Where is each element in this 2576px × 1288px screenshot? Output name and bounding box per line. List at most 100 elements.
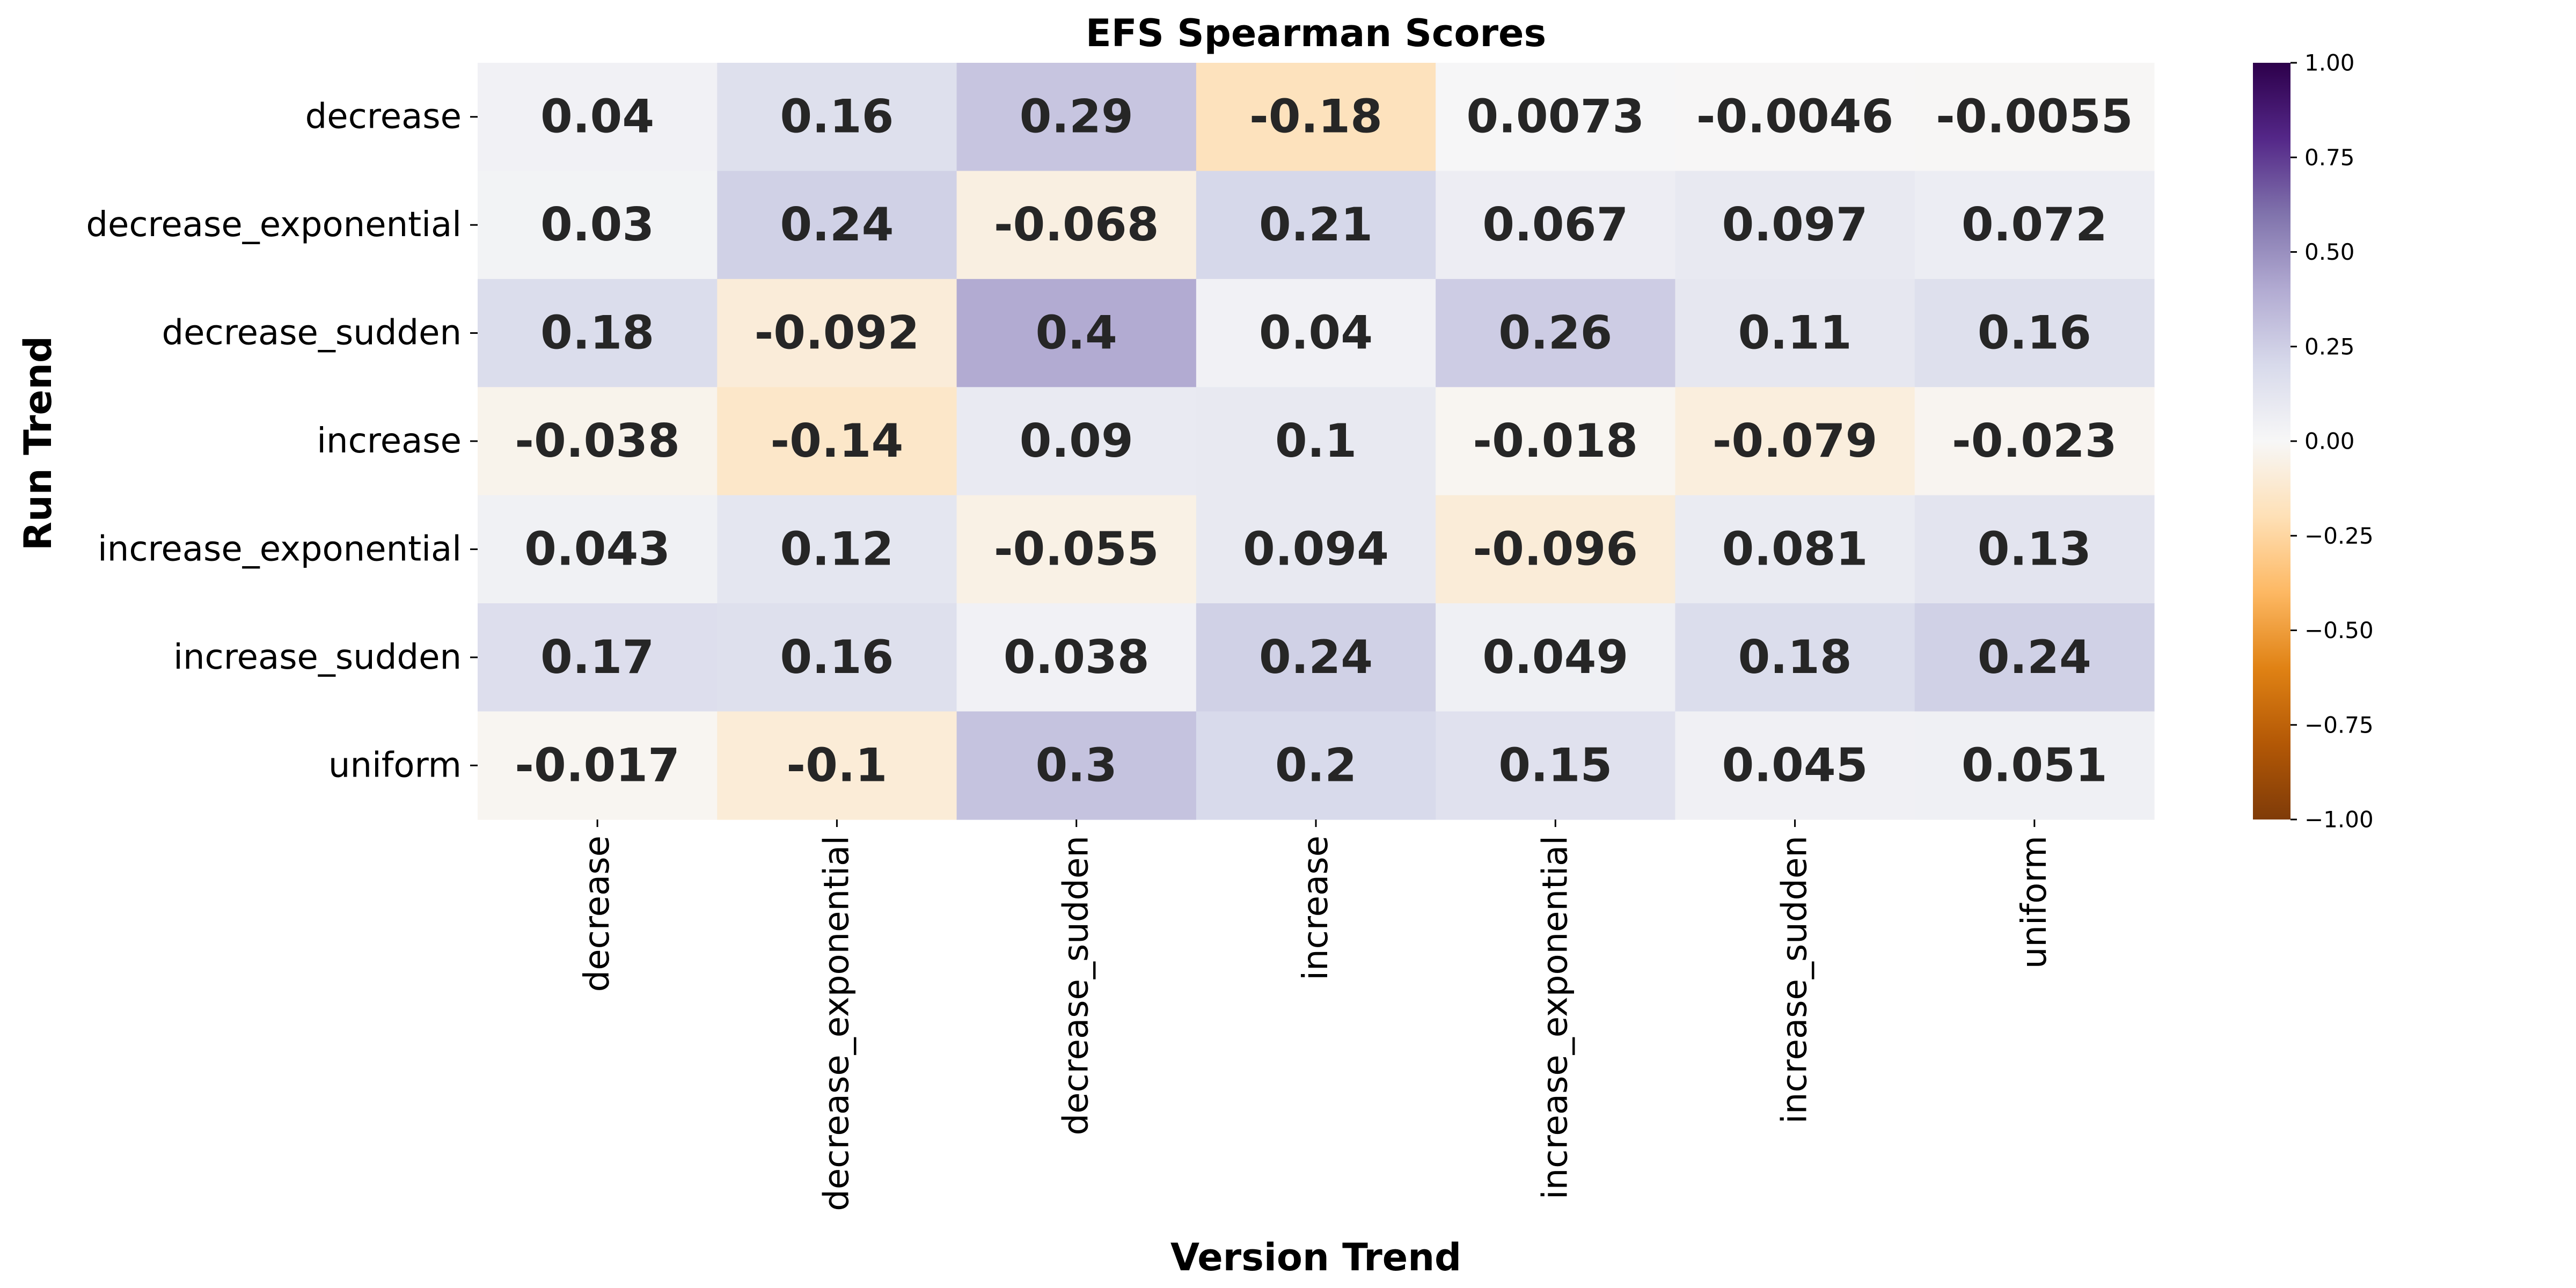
cell-value-label: 0.072 <box>1962 198 2107 252</box>
cell-value-label: 0.03 <box>540 198 654 252</box>
heatmap-cell <box>717 711 957 820</box>
heatmap-cell <box>717 171 957 280</box>
cell-value-label: 0.3 <box>1036 738 1117 792</box>
cell-value-label: -0.079 <box>1713 414 1878 468</box>
colorbar-tick-label: −0.25 <box>2304 523 2374 549</box>
heatmap-cell <box>1914 603 2155 712</box>
x-axis-title: Version Trend <box>1170 1235 1461 1279</box>
heatmap-cell <box>1914 495 2155 604</box>
cell-value-label: 0.21 <box>1259 198 1373 252</box>
cell-value-label: -0.017 <box>515 738 680 792</box>
colorbar-tick-label: −1.00 <box>2304 807 2374 833</box>
cell-value-label: 0.045 <box>1722 738 1868 792</box>
cell-value-label: 0.081 <box>1722 522 1868 576</box>
y-tick-label: decrease_exponential <box>86 205 462 245</box>
heatmap-cell <box>1196 279 1436 387</box>
heatmap-cell <box>717 603 957 712</box>
cell-value-label: -0.0055 <box>1936 90 2133 144</box>
heatmap-cell <box>1675 279 1915 387</box>
colorbar-tick-label: 0.50 <box>2304 239 2355 265</box>
heatmap-cell <box>1436 63 1676 172</box>
y-tick-label: decrease_sudden <box>162 313 462 353</box>
heatmap-cell <box>1196 603 1436 712</box>
cell-value-label: -0.018 <box>1473 414 1638 468</box>
heatmap-cell <box>1675 171 1915 280</box>
cell-value-label: 0.09 <box>1020 414 1133 468</box>
heatmap-cell-labels: 0.04 0.16 0.29 -0.18 0.0073 -0.0046 -0.0055 0.0… <box>515 90 2133 793</box>
heatmap-cell <box>717 63 957 172</box>
cell-value-label: 0.038 <box>1004 631 1150 684</box>
heatmap-cell <box>956 63 1197 172</box>
cell-value-label: 0.094 <box>1243 522 1389 576</box>
heatmap-cell <box>1914 63 2155 172</box>
cell-value-label: 0.097 <box>1722 198 1868 252</box>
heatmap-cell <box>1436 495 1676 604</box>
heatmap-cell <box>1196 495 1436 604</box>
cell-value-label: -0.023 <box>1952 414 2117 468</box>
cell-value-label: 0.051 <box>1962 738 2107 792</box>
heatmap-cell <box>478 171 718 280</box>
heatmap-cell <box>956 387 1197 496</box>
colorbar-tick-label: 0.25 <box>2304 333 2355 360</box>
heatmap-cell <box>956 711 1197 820</box>
y-axis: decrease decrease_exponential decrease_sud… <box>86 97 478 785</box>
x-tick-label: uniform <box>2015 836 2054 969</box>
colorbar-tick-label: −0.50 <box>2304 617 2374 643</box>
cell-value-label: 0.13 <box>1978 522 2091 576</box>
y-axis-title: Run Trend <box>16 336 60 551</box>
colorbar-tick-label: 0.00 <box>2304 428 2355 455</box>
cell-value-label: 0.15 <box>1498 738 1612 792</box>
cell-value-label: -0.14 <box>770 414 903 468</box>
colorbar-tick-label: 0.75 <box>2304 144 2355 171</box>
y-tick-label: increase_sudden <box>173 638 462 677</box>
cell-value-label: 0.16 <box>1978 306 2091 360</box>
heatmap-cell <box>1436 603 1676 712</box>
cell-value-label: 0.18 <box>540 306 654 360</box>
cell-value-label: -0.0046 <box>1696 90 1894 144</box>
heatmap-cell <box>1675 63 1915 172</box>
cell-value-label: 0.26 <box>1498 306 1612 360</box>
x-tick-label: increase <box>1296 836 1336 980</box>
cell-value-label: 0.24 <box>780 198 894 252</box>
x-tick-label: decrease <box>577 836 617 992</box>
heatmap-cell <box>1436 711 1676 820</box>
cell-value-label: -0.092 <box>755 306 920 360</box>
heatmap-cell <box>1196 63 1436 172</box>
heatmap-cell <box>1675 387 1915 496</box>
heatmap-cell <box>956 603 1197 712</box>
heatmap-cell <box>1675 495 1915 604</box>
heatmap-cell <box>1196 171 1436 280</box>
cell-value-label: -0.068 <box>994 198 1159 252</box>
heatmap-cell <box>478 495 718 604</box>
heatmap-cell <box>478 63 718 172</box>
cell-value-label: 0.16 <box>780 90 894 144</box>
heatmap-cell <box>1914 711 2155 820</box>
heatmap-cell <box>1196 387 1436 496</box>
heatmap-cell <box>956 495 1197 604</box>
heatmap-cell <box>956 171 1197 280</box>
heatmap-cell <box>478 387 718 496</box>
x-tick-label: increase_exponential <box>1535 836 1575 1199</box>
cell-value-label: 0.0073 <box>1466 90 1644 144</box>
heatmap-cell <box>1914 279 2155 387</box>
heatmap-cell <box>478 711 718 820</box>
heatmap-cell <box>1675 603 1915 712</box>
heatmap-cell <box>1675 711 1915 820</box>
heatmap-cell <box>1436 387 1676 496</box>
heatmap-cell <box>478 603 718 712</box>
cell-value-label: 0.067 <box>1482 198 1628 252</box>
colorbar-gradient <box>2253 63 2290 819</box>
colorbar-tick-label: 1.00 <box>2304 50 2355 76</box>
cell-value-label: -0.1 <box>786 738 887 792</box>
cell-value-label: 0.29 <box>1020 90 1133 144</box>
cell-value-label: 0.16 <box>780 631 894 684</box>
heatmap-cell <box>956 279 1197 387</box>
cell-value-label: 0.4 <box>1036 306 1117 360</box>
heatmap-cell <box>1196 711 1436 820</box>
heatmap-cell <box>1914 387 2155 496</box>
cell-value-label: 0.18 <box>1738 631 1851 684</box>
chart-title: EFS Spearman Scores <box>1086 11 1546 55</box>
cell-value-label: 0.11 <box>1738 306 1851 360</box>
cell-value-label: 0.1 <box>1275 414 1357 468</box>
